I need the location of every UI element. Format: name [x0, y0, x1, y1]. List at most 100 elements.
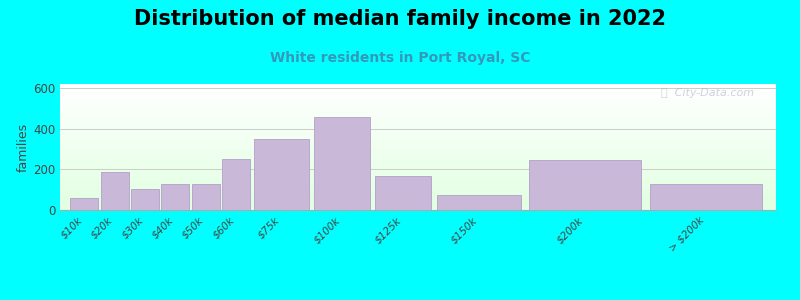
Bar [60, 153, 776, 154]
Bar [60, 192, 776, 194]
Bar [60, 176, 776, 177]
Bar [60, 104, 776, 105]
Bar [60, 89, 776, 90]
Bar [60, 137, 776, 138]
Bar [60, 208, 776, 209]
Bar [60, 156, 776, 157]
Bar [60, 164, 776, 165]
Bar [222, 159, 250, 210]
Bar [60, 95, 776, 97]
Y-axis label: families: families [17, 122, 30, 172]
Bar [60, 108, 776, 109]
Bar [60, 167, 776, 168]
Bar [60, 166, 776, 167]
Bar [60, 180, 776, 181]
Bar [60, 132, 776, 133]
Bar [60, 97, 776, 98]
Bar [60, 142, 776, 143]
Bar [60, 145, 776, 146]
Bar [529, 160, 641, 210]
Bar [60, 187, 776, 189]
Bar [101, 172, 129, 210]
Bar [60, 205, 776, 206]
Text: Distribution of median family income in 2022: Distribution of median family income in … [134, 9, 666, 29]
Bar [375, 176, 430, 210]
Bar [60, 116, 776, 117]
Bar [60, 90, 776, 92]
Bar [60, 100, 776, 102]
Bar [60, 171, 776, 172]
Bar [162, 184, 190, 210]
Bar [60, 186, 776, 187]
Bar [60, 162, 776, 164]
Bar [60, 184, 776, 185]
Bar [60, 202, 776, 204]
Bar [60, 209, 776, 210]
Bar [60, 189, 776, 190]
Bar [60, 133, 776, 134]
Bar [60, 191, 776, 192]
Bar [60, 84, 776, 85]
Bar [60, 94, 776, 95]
Bar [60, 200, 776, 201]
Bar [60, 143, 776, 145]
Bar [60, 113, 776, 114]
Bar [60, 158, 776, 160]
Bar [60, 86, 776, 88]
Bar [60, 172, 776, 173]
Bar [60, 107, 776, 108]
Bar [60, 121, 776, 122]
Bar [60, 148, 776, 149]
Bar [60, 151, 776, 152]
Bar [60, 152, 776, 153]
Bar [60, 165, 776, 166]
Bar [437, 195, 521, 210]
Bar [60, 161, 776, 162]
Bar [60, 119, 776, 121]
Bar [60, 102, 776, 103]
Bar [60, 147, 776, 148]
Bar [60, 197, 776, 199]
Bar [60, 110, 776, 112]
Bar [60, 93, 776, 94]
Bar [60, 199, 776, 200]
Bar [254, 139, 310, 210]
Bar [60, 114, 776, 116]
Bar [650, 184, 762, 210]
Bar [60, 85, 776, 86]
Bar [60, 109, 776, 110]
Bar [60, 124, 776, 126]
Bar [60, 185, 776, 186]
Bar [60, 175, 776, 176]
Bar [60, 105, 776, 107]
Bar [60, 130, 776, 132]
Bar [60, 127, 776, 128]
Bar [60, 118, 776, 119]
Bar [60, 194, 776, 195]
Bar [60, 146, 776, 147]
Bar [70, 198, 98, 210]
Bar [60, 98, 776, 99]
Bar [60, 117, 776, 118]
Bar [60, 92, 776, 93]
Bar [60, 178, 776, 180]
Bar [60, 204, 776, 205]
Bar [60, 112, 776, 113]
Bar [60, 126, 776, 127]
Bar [60, 196, 776, 197]
Bar [60, 123, 776, 124]
Bar [60, 154, 776, 156]
Bar [60, 190, 776, 191]
Bar [60, 170, 776, 171]
Bar [60, 157, 776, 158]
Text: White residents in Port Royal, SC: White residents in Port Royal, SC [270, 51, 530, 65]
Text: ⓘ  City-Data.com: ⓘ City-Data.com [662, 88, 754, 98]
Bar [60, 128, 776, 129]
Bar [60, 99, 776, 100]
Bar [60, 122, 776, 123]
Bar [60, 182, 776, 184]
Bar [60, 177, 776, 178]
Bar [60, 103, 776, 104]
Bar [60, 136, 776, 137]
Bar [60, 181, 776, 182]
